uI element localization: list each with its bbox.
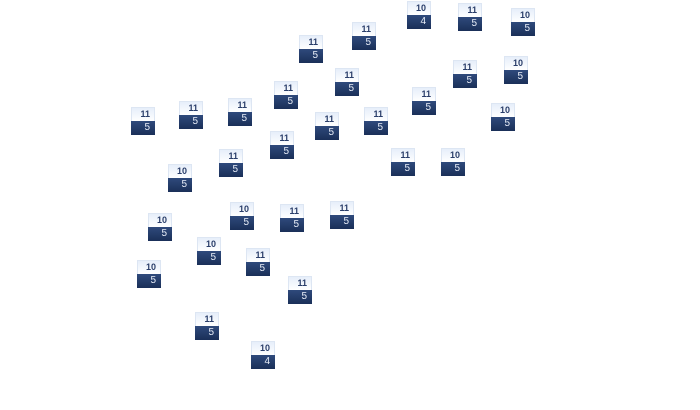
badge-bottom-value: 5 — [511, 22, 535, 36]
badge[interactable]: 11 5 — [288, 276, 312, 304]
badge[interactable]: 10 5 — [441, 148, 465, 176]
badge-top-value: 10 — [148, 213, 172, 227]
badge-top-value: 11 — [352, 22, 376, 36]
badge[interactable]: 11 5 — [195, 312, 219, 340]
badge-bottom-value: 5 — [280, 218, 304, 232]
badge[interactable]: 11 5 — [270, 131, 294, 159]
badge[interactable]: 11 5 — [246, 248, 270, 276]
badge-top-value: 11 — [179, 101, 203, 115]
badge-bottom-value: 5 — [299, 49, 323, 63]
badge[interactable]: 10 4 — [251, 341, 275, 369]
badge-bottom-value: 5 — [364, 121, 388, 135]
badge[interactable]: 11 5 — [315, 112, 339, 140]
badge-top-value: 11 — [335, 68, 359, 82]
badge-top-value: 11 — [219, 149, 243, 163]
badge[interactable]: 11 5 — [274, 81, 298, 109]
badge[interactable]: 11 5 — [335, 68, 359, 96]
badge[interactable]: 11 5 — [219, 149, 243, 177]
badge[interactable]: 10 5 — [491, 103, 515, 131]
badge-top-value: 10 — [230, 202, 254, 216]
badge[interactable]: 11 5 — [458, 3, 482, 31]
badge[interactable]: 10 4 — [407, 1, 431, 29]
badge-top-value: 10 — [137, 260, 161, 274]
badge-bottom-value: 5 — [335, 82, 359, 96]
badge[interactable]: 11 5 — [352, 22, 376, 50]
badge[interactable]: 11 5 — [179, 101, 203, 129]
badge-top-value: 11 — [412, 87, 436, 101]
badge-bottom-value: 4 — [251, 355, 275, 369]
badge-bottom-value: 5 — [131, 121, 155, 135]
badge-top-value: 11 — [458, 3, 482, 17]
badge-bottom-value: 5 — [230, 216, 254, 230]
badge-bottom-value: 5 — [491, 117, 515, 131]
badge-bottom-value: 5 — [197, 251, 221, 265]
badge-top-value: 10 — [168, 164, 192, 178]
badge-bottom-value: 5 — [441, 162, 465, 176]
badge[interactable]: 10 5 — [168, 164, 192, 192]
badge[interactable]: 11 5 — [131, 107, 155, 135]
badge-bottom-value: 5 — [453, 74, 477, 88]
badge-bottom-value: 5 — [168, 178, 192, 192]
badge[interactable]: 10 5 — [137, 260, 161, 288]
badge-top-value: 10 — [441, 148, 465, 162]
badge-bottom-value: 5 — [228, 112, 252, 126]
badge-bottom-value: 5 — [179, 115, 203, 129]
badge-bottom-value: 5 — [412, 101, 436, 115]
badge-top-value: 11 — [364, 107, 388, 121]
badge[interactable]: 10 5 — [230, 202, 254, 230]
badge-bottom-value: 5 — [504, 70, 528, 84]
badge-bottom-value: 5 — [137, 274, 161, 288]
badge-top-value: 10 — [504, 56, 528, 70]
badge-top-value: 11 — [228, 98, 252, 112]
badge-top-value: 10 — [407, 1, 431, 15]
badge-top-value: 11 — [195, 312, 219, 326]
badge[interactable]: 10 5 — [197, 237, 221, 265]
badge-top-value: 11 — [131, 107, 155, 121]
badge-top-value: 11 — [299, 35, 323, 49]
badge-top-value: 11 — [330, 201, 354, 215]
badge-top-value: 11 — [270, 131, 294, 145]
badge-top-value: 10 — [491, 103, 515, 117]
badge[interactable]: 11 5 — [364, 107, 388, 135]
badge[interactable]: 11 5 — [228, 98, 252, 126]
badge-bottom-value: 4 — [407, 15, 431, 29]
badge-top-value: 10 — [511, 8, 535, 22]
badge-top-value: 11 — [391, 148, 415, 162]
badge-bottom-value: 5 — [219, 163, 243, 177]
badge-bottom-value: 5 — [148, 227, 172, 241]
badge-top-value: 10 — [197, 237, 221, 251]
badge-bottom-value: 5 — [330, 215, 354, 229]
badge[interactable]: 11 5 — [391, 148, 415, 176]
badge-bottom-value: 5 — [391, 162, 415, 176]
badge-top-value: 11 — [246, 248, 270, 262]
badge-top-value: 11 — [274, 81, 298, 95]
badge-bottom-value: 5 — [315, 126, 339, 140]
badge[interactable]: 11 5 — [412, 87, 436, 115]
badge[interactable]: 10 5 — [511, 8, 535, 36]
badge-top-value: 11 — [288, 276, 312, 290]
badge-bottom-value: 5 — [352, 36, 376, 50]
badge[interactable]: 11 5 — [453, 60, 477, 88]
badge-bottom-value: 5 — [288, 290, 312, 304]
badge[interactable]: 11 5 — [299, 35, 323, 63]
badge-bottom-value: 5 — [458, 17, 482, 31]
badge-bottom-value: 5 — [246, 262, 270, 276]
badge[interactable]: 11 5 — [330, 201, 354, 229]
badge[interactable]: 10 5 — [504, 56, 528, 84]
badge[interactable]: 10 5 — [148, 213, 172, 241]
badge-top-value: 11 — [280, 204, 304, 218]
badge-bottom-value: 5 — [274, 95, 298, 109]
badge-top-value: 10 — [251, 341, 275, 355]
badge-bottom-value: 5 — [270, 145, 294, 159]
badge-bottom-value: 5 — [195, 326, 219, 340]
badge[interactable]: 11 5 — [280, 204, 304, 232]
badge-top-value: 11 — [315, 112, 339, 126]
badge-top-value: 11 — [453, 60, 477, 74]
